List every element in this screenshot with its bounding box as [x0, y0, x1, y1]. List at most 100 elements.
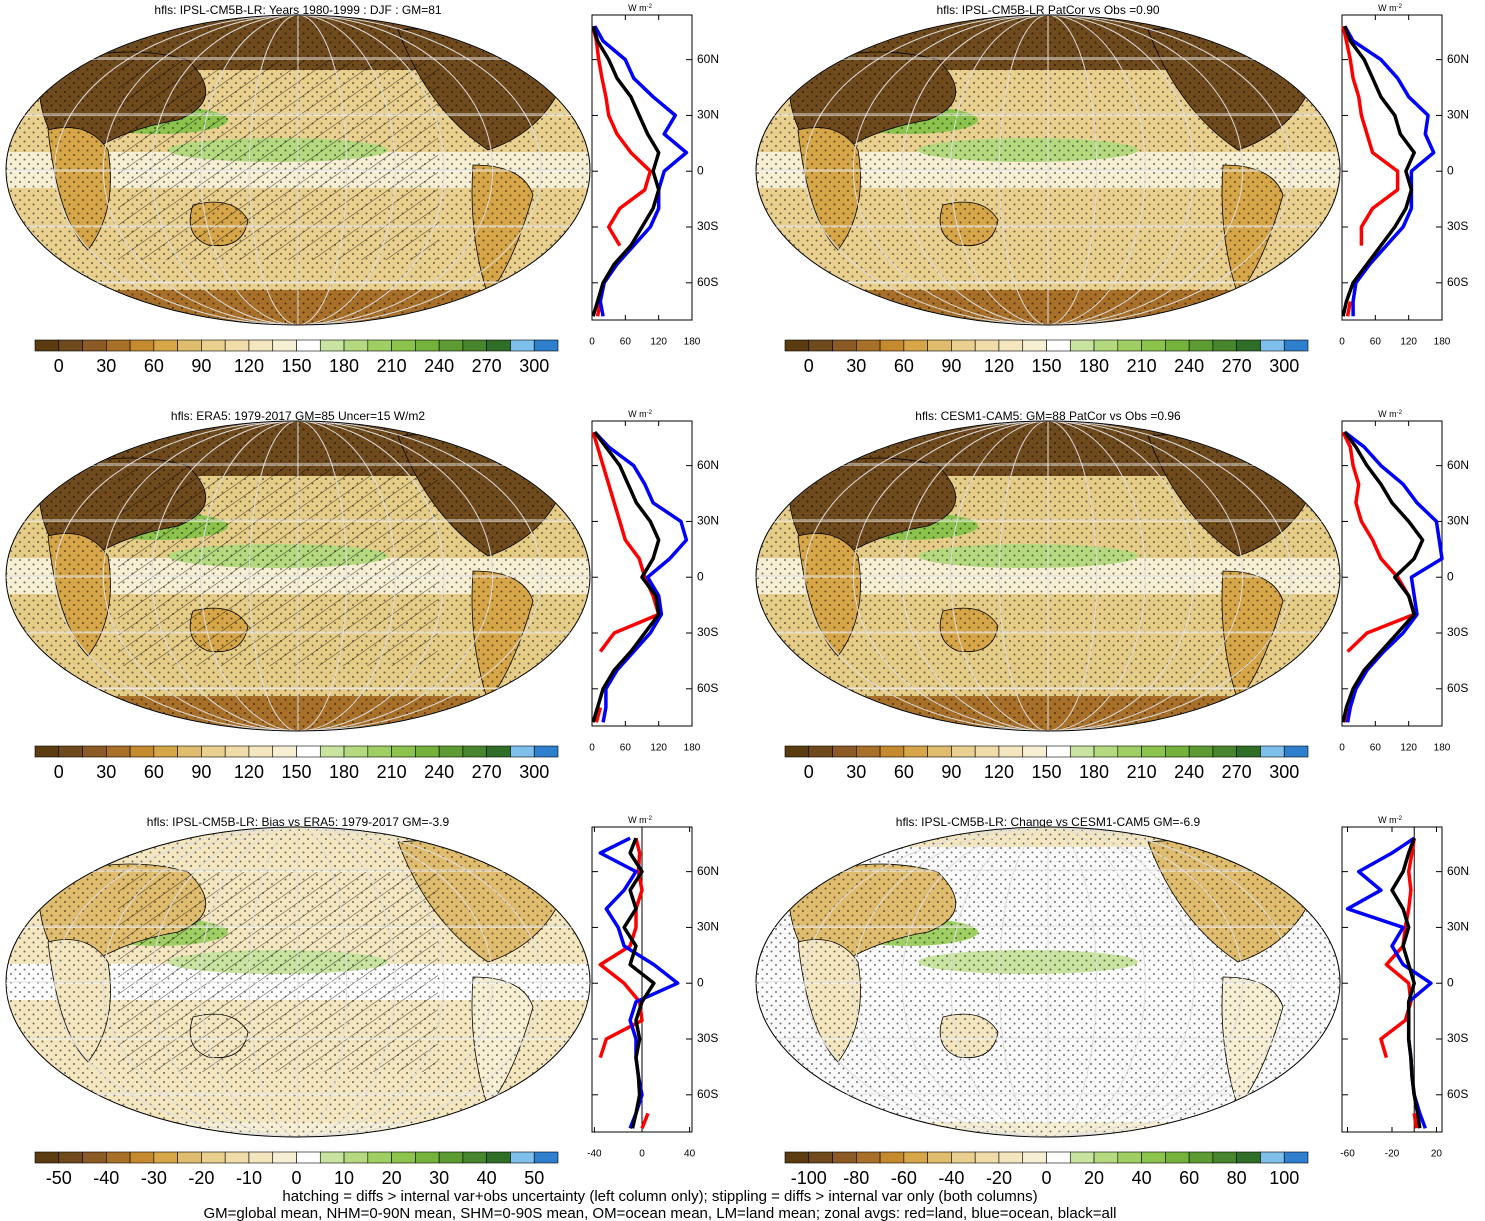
colorbar-box: [1093, 1151, 1119, 1164]
map-meridian: [102, 421, 494, 731]
colorbar-label: 90: [191, 356, 211, 376]
x-tick-label: 120: [1400, 337, 1417, 348]
colorbar-box: [391, 1151, 416, 1164]
x-tick-label: 180: [1434, 743, 1451, 754]
colorbar-label: 300: [519, 356, 549, 376]
colorbar-label: 0: [804, 356, 814, 376]
colorbar-box: [343, 1151, 369, 1164]
colorbar-box: [1117, 1151, 1142, 1164]
zonal-line: [593, 25, 689, 317]
colorbar-label: 180: [329, 356, 359, 376]
colorbar-box: [153, 339, 178, 352]
colorbar-box: [296, 339, 321, 352]
y-tick-label: 60S: [697, 681, 718, 695]
map: [6, 827, 590, 1137]
map: [756, 827, 1340, 1137]
colorbar-label: 90: [941, 356, 961, 376]
colorbar-box: [343, 339, 369, 352]
unit-superscript: -2: [1397, 4, 1403, 10]
zonal-line: [1341, 25, 1416, 317]
colorbar-box: [224, 1151, 250, 1164]
y-tick-label: 0: [697, 569, 704, 583]
x-tick-label: 60: [620, 743, 632, 754]
colorbar-box: [1260, 339, 1285, 352]
colorbar-box: [296, 745, 321, 758]
x-tick-label: 60: [620, 337, 632, 348]
colorbar-box: [367, 745, 392, 758]
map-meridian: [200, 15, 396, 325]
map-meridian: [804, 421, 1292, 731]
colorbar-label: 210: [1127, 356, 1157, 376]
panel-title: hfls: ERA5: 1979-2017 GM=85 Uncer=15 W/m…: [171, 409, 425, 423]
panel-title: hfls: IPSL-CM5B-LR: Change vs CESM1-CAM5…: [896, 815, 1201, 829]
x-tick-label: 60: [1370, 743, 1382, 754]
colorbar-box: [1093, 745, 1119, 758]
colorbar-box: [974, 745, 1000, 758]
colorbar-box: [438, 1151, 464, 1164]
colorbar-box: [201, 339, 226, 352]
colorbar-label: 300: [1269, 762, 1299, 782]
y-tick-label: 30S: [1447, 1031, 1468, 1045]
y-tick-label: 60N: [697, 458, 719, 472]
colorbar-label: 0: [291, 1168, 301, 1188]
y-tick-label: 60N: [697, 52, 719, 66]
colorbar-label: 30: [846, 356, 866, 376]
zonal-line: [591, 431, 661, 653]
colorbar-box: [129, 339, 155, 352]
colorbar-box: [1117, 745, 1142, 758]
unit-label: W m-2: [1378, 3, 1402, 13]
x-tick-label: -40: [587, 1149, 602, 1160]
zonal-line: [594, 706, 602, 723]
colorbar-label: 240: [1174, 762, 1204, 782]
colorbar-box: [82, 1151, 107, 1164]
map-border: [755, 14, 1341, 326]
colorbar-box: [1188, 745, 1214, 758]
colorbar-box: [367, 339, 392, 352]
colorbar-box: [248, 339, 274, 352]
colorbar-box: [951, 745, 976, 758]
colorbar-box: [1236, 745, 1261, 758]
unit-superscript: -2: [647, 4, 653, 10]
colorbar-box: [1236, 1151, 1261, 1164]
map-meridian: [901, 15, 1195, 325]
map-meridian: [200, 827, 396, 1137]
x-tick-label: 180: [1434, 337, 1451, 348]
y-tick-label: 30N: [1447, 108, 1469, 122]
colorbar-box: [1212, 339, 1237, 352]
y-tick-label: 60S: [1447, 1087, 1468, 1101]
x-tick-label: 0: [1339, 337, 1345, 348]
colorbar-label: -60: [891, 1168, 917, 1188]
map-meridian: [200, 421, 396, 731]
zonal-line: [598, 837, 644, 1059]
y-tick-label: 0: [1447, 975, 1454, 989]
colorbar-box: [1165, 339, 1190, 352]
x-tick-label: 60: [1370, 337, 1382, 348]
zonal-line: [1341, 431, 1425, 723]
panel: hfls: IPSL-CM5B-LR: Years 1980-1999 : DJ…: [5, 3, 719, 376]
unit-superscript: -2: [1397, 816, 1403, 822]
colorbar-box: [319, 339, 345, 352]
colorbar-box: [1141, 339, 1166, 352]
colorbar-box: [1188, 1151, 1214, 1164]
map-hatch: [118, 466, 438, 666]
colorbar-box: [1260, 1151, 1285, 1164]
unit-superscript: -2: [647, 410, 653, 416]
colorbar-box: [856, 1151, 881, 1164]
colorbar-label: -30: [141, 1168, 167, 1188]
colorbar-label: -50: [46, 1168, 72, 1188]
x-tick-label: 180: [684, 743, 701, 754]
colorbar-box: [462, 745, 487, 758]
map-meridian: [804, 15, 1292, 325]
y-tick-label: 30N: [1447, 514, 1469, 528]
colorbar-label: 150: [1031, 762, 1061, 782]
unit-text: W m: [1378, 3, 1397, 13]
colorbar-box: [1022, 1151, 1047, 1164]
colorbar-label: 180: [329, 762, 359, 782]
colorbar-box: [391, 339, 416, 352]
colorbar-box: [903, 1151, 928, 1164]
x-tick-label: 20: [1431, 1149, 1443, 1160]
colorbar-label: 270: [472, 762, 502, 782]
x-tick-label: 0: [589, 743, 595, 754]
y-tick-label: 60S: [697, 1087, 718, 1101]
colorbar-box: [248, 1151, 274, 1164]
